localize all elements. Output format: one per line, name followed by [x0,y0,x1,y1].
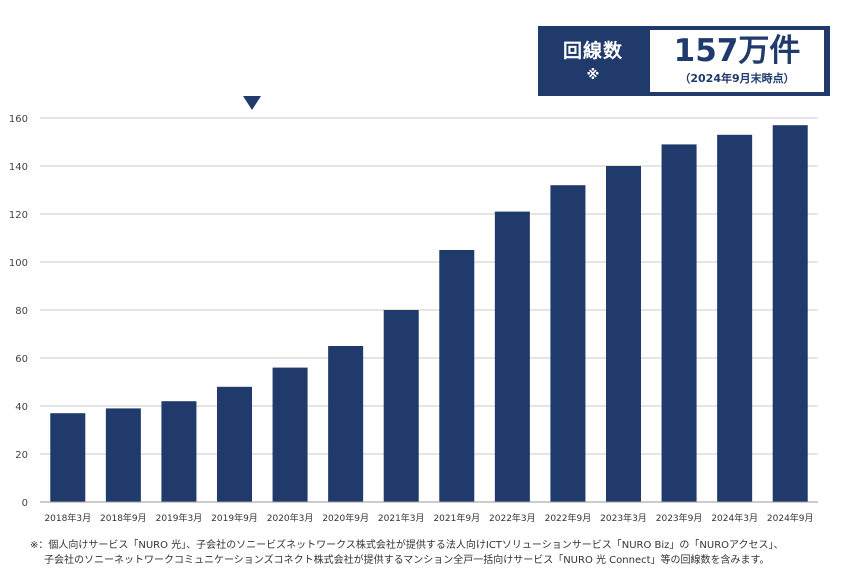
x-tick-label: 2024年3月 [711,512,758,524]
x-axis-ticks: 2018年3月 2018年9月 2019年3月 2019年9月 2020年3月 2020年… [44,512,813,524]
x-tick-label: 2023年9月 [656,512,703,524]
bar [161,401,197,502]
y-tick-label: 20 [15,450,28,461]
bar [772,125,808,502]
callout-value: 157万件 [673,33,801,69]
x-tick-label: 2018年3月 [44,512,91,524]
y-tick-label: 60 [15,354,28,365]
footnote-line-2: 子会社のソニーネットワークコミュニケーションズコネクト株式会社が提供するマンショ… [44,555,770,566]
bar [50,413,86,502]
y-tick-label: 120 [9,210,28,221]
x-tick-label: 2021年9月 [433,512,480,524]
bar [439,250,475,502]
x-tick-label: 2019年9月 [211,512,258,524]
x-tick-label: 2019年3月 [156,512,203,524]
callout-date: （2024年9月末時点） [679,72,795,85]
y-tick-label: 40 [15,402,28,413]
y-tick-label: 0 [22,498,28,509]
callout-pointer [243,96,261,110]
footnote: ※：個人向けサービス「NURO 光」、子会社のソニービズネットワークス株式会社が… [30,538,830,568]
bar [272,367,308,502]
footnote-line-1: ※：個人向けサービス「NURO 光」、子会社のソニービズネットワークス株式会社が… [30,540,784,551]
x-tick-label: 2020年9月 [322,512,369,524]
x-tick-label: 2018年9月 [100,512,147,524]
x-tick-label: 2023年3月 [600,512,647,524]
line-count-callout: 回線数 ※ 157万件 （2024年9月末時点） [538,26,830,96]
y-tick-label: 160 [9,114,28,125]
bar [550,185,586,502]
x-tick-label: 2020年3月 [267,512,314,524]
bar [661,144,697,502]
bar [383,310,419,502]
bar [494,211,530,502]
y-axis-ticks: 0 20 40 60 80 100 120 140 160 [9,114,28,509]
bar [717,134,753,503]
bar [328,346,364,502]
callout-note-mark: ※ [586,68,600,83]
callout-value-box: 157万件 （2024年9月末時点） [650,30,824,92]
y-tick-label: 80 [15,306,28,317]
y-tick-label: 100 [9,258,28,269]
bars [50,125,808,503]
bar [216,386,253,502]
gridlines [40,117,818,455]
bar [605,166,642,502]
y-tick-label: 140 [9,162,28,173]
x-tick-label: 2024年9月 [767,512,814,524]
bar [105,408,141,502]
x-tick-label: 2022年9月 [545,512,592,524]
x-tick-label: 2022年3月 [489,512,536,524]
x-tick-label: 2021年3月 [378,512,425,524]
callout-label: 回線数 [562,40,623,62]
